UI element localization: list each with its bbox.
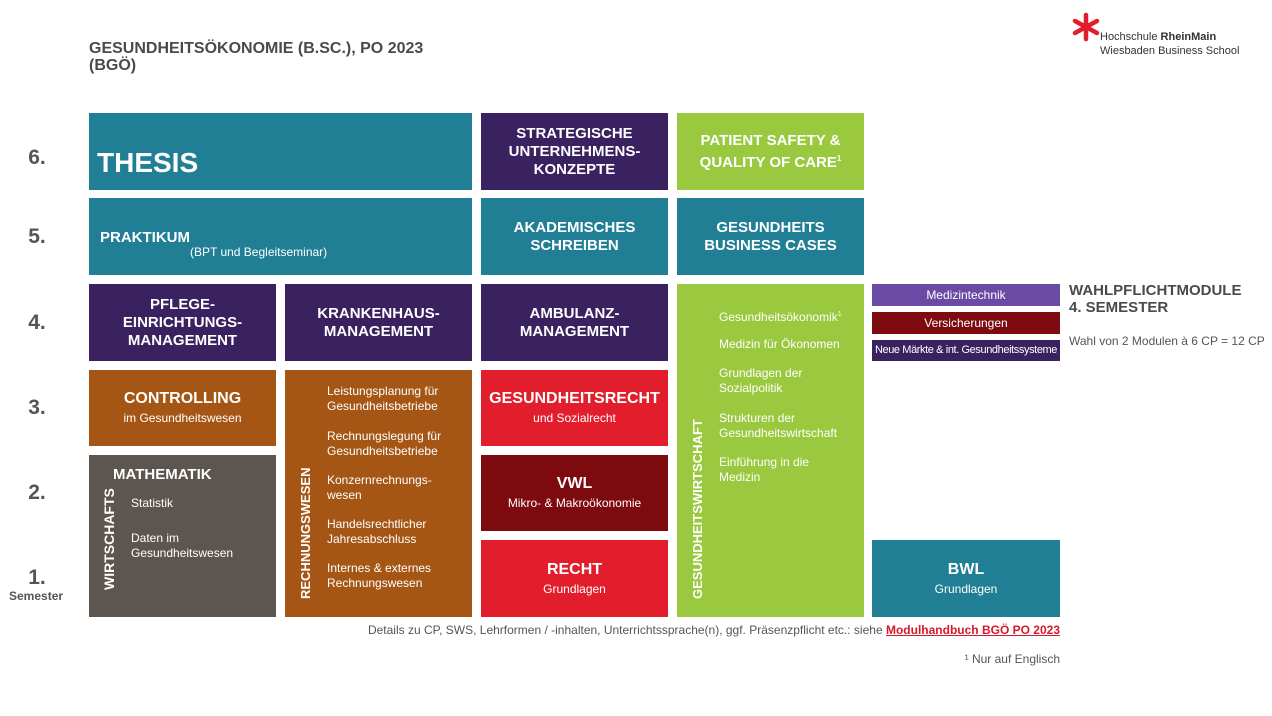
modulhandbuch-link[interactable]: Modulhandbuch BGÖ PO 2023 xyxy=(885,623,1060,637)
semester-3-label: 3. xyxy=(28,396,46,419)
module-ambulanzmanagement[interactable]: AMBULANZ- MANAGEMENT xyxy=(481,284,668,361)
title-line-2: (BGÖ) xyxy=(89,57,137,74)
module-gesundheitswirtschaft-title: GESUNDHEITSWIRTSCHAFT xyxy=(690,419,705,599)
elective-medizintechnik-label: Medizintechnik xyxy=(926,287,1006,302)
rw-item-leistungsplanung: Leistungsplanung für Gesundheitsbetriebe xyxy=(327,384,439,413)
module-wirtschafts-title: WIRTSCHAFTS xyxy=(101,488,117,590)
module-akademisches-title: AKADEMISCHES SCHREIBEN xyxy=(513,218,636,254)
logo-asterisk-icon xyxy=(1072,12,1100,42)
module-controlling-title: CONTROLLING xyxy=(123,390,242,407)
module-vwl[interactable]: VWL Mikro- & Makroökonomie xyxy=(481,455,668,531)
footnote: ¹ Nur auf Englisch xyxy=(964,652,1060,666)
module-bwl[interactable]: BWL Grundlagen xyxy=(872,540,1060,617)
semester-4-label: 4. xyxy=(28,311,46,334)
footnote-marker: 1 xyxy=(836,153,842,163)
module-strategische-title: STRATEGISCHE UNTERNEHMENS- KONZEPTE xyxy=(508,124,641,178)
module-gesundheitswirtschaft[interactable]: GESUNDHEITSWIRTSCHAFT Gesundheitsökonomi… xyxy=(677,284,864,617)
elective-note: Wahl von 2 Modulen à 6 CP = 12 CP xyxy=(1069,334,1265,348)
module-praktikum[interactable]: PRAKTIKUM (BPT und Begleitseminar) xyxy=(89,198,472,275)
module-gesundheitsrecht-subtitle: und Sozialrecht xyxy=(533,411,616,425)
module-rechnungswesen[interactable]: RECHNUNGSWESEN Leistungsplanung für Gesu… xyxy=(285,370,472,617)
module-krankenhaus-title: KRANKENHAUS- MANAGEMENT xyxy=(317,304,440,340)
module-ambulanz-title: AMBULANZ- MANAGEMENT xyxy=(519,304,630,340)
gw-item-sozialpolitik: Grundlagen der Sozialpolitik xyxy=(719,366,803,395)
elective-versicherungen[interactable]: Versicherungen xyxy=(872,312,1060,334)
footnote-marker: 1 xyxy=(837,311,842,318)
module-business-cases-title: GESUNDHEITS BUSINESS CASES xyxy=(704,218,837,254)
module-bwl-subtitle: Grundlagen xyxy=(934,581,998,596)
module-strategische-unternehmenskonzepte[interactable]: STRATEGISCHE UNTERNEHMENS- KONZEPTE xyxy=(481,113,668,190)
module-krankenhausmanagement[interactable]: KRANKENHAUS- MANAGEMENT xyxy=(285,284,472,361)
semester-2-label: 2. xyxy=(28,481,46,504)
module-recht-subtitle: Grundlagen xyxy=(543,581,606,596)
module-patient-safety[interactable]: PATIENT SAFETY & QUALITY OF CARE1 xyxy=(677,113,864,190)
gw-item-gesundheitsoekonomik-text: Gesundheitsökonomik xyxy=(719,310,838,324)
module-recht[interactable]: RECHT Grundlagen xyxy=(481,540,668,617)
module-patient-safety-text: PATIENT SAFETY & QUALITY OF CARE xyxy=(699,131,841,171)
module-gesundheits-business-cases[interactable]: GESUNDHEITS BUSINESS CASES xyxy=(677,198,864,275)
elective-neue-maerkte-label: Neue Märkte & int. Gesundheitssysteme xyxy=(874,344,1058,356)
gw-item-medizin-fuer-oekonomen: Medizin für Ökonomen xyxy=(719,337,840,351)
footer-details: Details zu CP, SWS, Lehrformen / -inhalt… xyxy=(368,623,1060,637)
logo-line-2: Wiesbaden Business School xyxy=(1100,45,1240,57)
module-patient-safety-title: PATIENT SAFETY & QUALITY OF CARE1 xyxy=(700,132,842,172)
elective-medizintechnik[interactable]: Medizintechnik xyxy=(872,284,1060,306)
elective-heading: WAHLPFLICHTMODULE 4. SEMESTER xyxy=(1069,282,1242,316)
module-praktikum-title: PRAKTIKUM xyxy=(100,229,190,246)
semester-6-label: 6. xyxy=(28,146,46,169)
semester-1-label: 1. xyxy=(28,566,46,589)
module-pflegeeinrichtungsmanagement[interactable]: PFLEGE- EINRICHTUNGS- MANAGEMENT xyxy=(89,284,276,361)
module-controlling[interactable]: CONTROLLING im Gesundheitswesen xyxy=(89,370,276,446)
logo-text: Hochschule RheinMain Wiesbaden Business … xyxy=(1100,30,1239,58)
module-controlling-subtitle: im Gesundheitswesen xyxy=(123,411,242,425)
module-gesundheitsrecht[interactable]: GESUNDHEITSRECHT und Sozialrecht xyxy=(481,370,668,446)
module-gesundheitsrecht-title: GESUNDHEITSRECHT xyxy=(489,390,660,407)
gw-item-einfuehrung-medizin: Einführung in die Medizin xyxy=(719,455,810,484)
university-logo: Hochschule RheinMain Wiesbaden Business … xyxy=(1071,12,1261,62)
gw-item-strukturen: Strukturen der Gesundheitswirtschaft xyxy=(719,411,838,440)
gw-item-gesundheitsoekonomik: Gesundheitsökonomik1 xyxy=(719,307,842,325)
logo-line-1-bold: RheinMain xyxy=(1160,31,1217,43)
math-item-daten: Daten im Gesundheitswesen xyxy=(131,531,234,560)
module-akademisches-schreiben[interactable]: AKADEMISCHES SCHREIBEN xyxy=(481,198,668,275)
module-praktikum-subtitle: (BPT und Begleitseminar) xyxy=(190,245,328,259)
module-vwl-subtitle: Mikro- & Makroökonomie xyxy=(507,496,642,510)
module-vwl-title: VWL xyxy=(556,475,593,492)
module-mathematik-title: MATHEMATIK xyxy=(113,466,212,483)
module-bwl-title: BWL xyxy=(947,560,985,578)
module-thesis[interactable]: THESIS xyxy=(89,113,472,190)
rw-item-internes-externes: Internes & externes Rechnungswesen xyxy=(327,561,432,590)
page-title: GESUNDHEITSÖKONOMIE (B.SC.), PO 2023 (BG… xyxy=(89,40,423,74)
module-thesis-title: THESIS xyxy=(97,147,199,178)
semester-5-label: 5. xyxy=(28,225,46,248)
semester-caption: Semester xyxy=(9,589,64,603)
module-pflege-title: PFLEGE- EINRICHTUNGS- MANAGEMENT xyxy=(122,295,243,349)
module-recht-title: RECHT xyxy=(546,560,603,578)
elective-neue-maerkte[interactable]: Neue Märkte & int. Gesundheitssysteme xyxy=(872,340,1060,361)
math-item-statistik: Statistik xyxy=(131,496,174,510)
title-line-1: GESUNDHEITSÖKONOMIE (B.SC.), PO 2023 xyxy=(89,40,424,57)
rw-item-rechnungslegung: Rechnungslegung für Gesundheitsbetriebe xyxy=(327,429,442,458)
module-wirtschaftsmathematik[interactable]: WIRTSCHAFTS MATHEMATIK Statistik Daten i… xyxy=(89,455,276,617)
rw-item-konzernrechnungswesen: Konzernrechnungs- wesen xyxy=(327,473,432,502)
elective-versicherungen-label: Versicherungen xyxy=(924,315,1008,330)
logo-line-1-regular: Hochschule xyxy=(1100,31,1161,43)
module-rechnungswesen-title: RECHNUNGSWESEN xyxy=(298,467,313,599)
rw-item-jahresabschluss: Handelsrechtlicher Jahresabschluss xyxy=(327,517,427,546)
footer-details-text: Details zu CP, SWS, Lehrformen / -inhalt… xyxy=(367,623,886,637)
